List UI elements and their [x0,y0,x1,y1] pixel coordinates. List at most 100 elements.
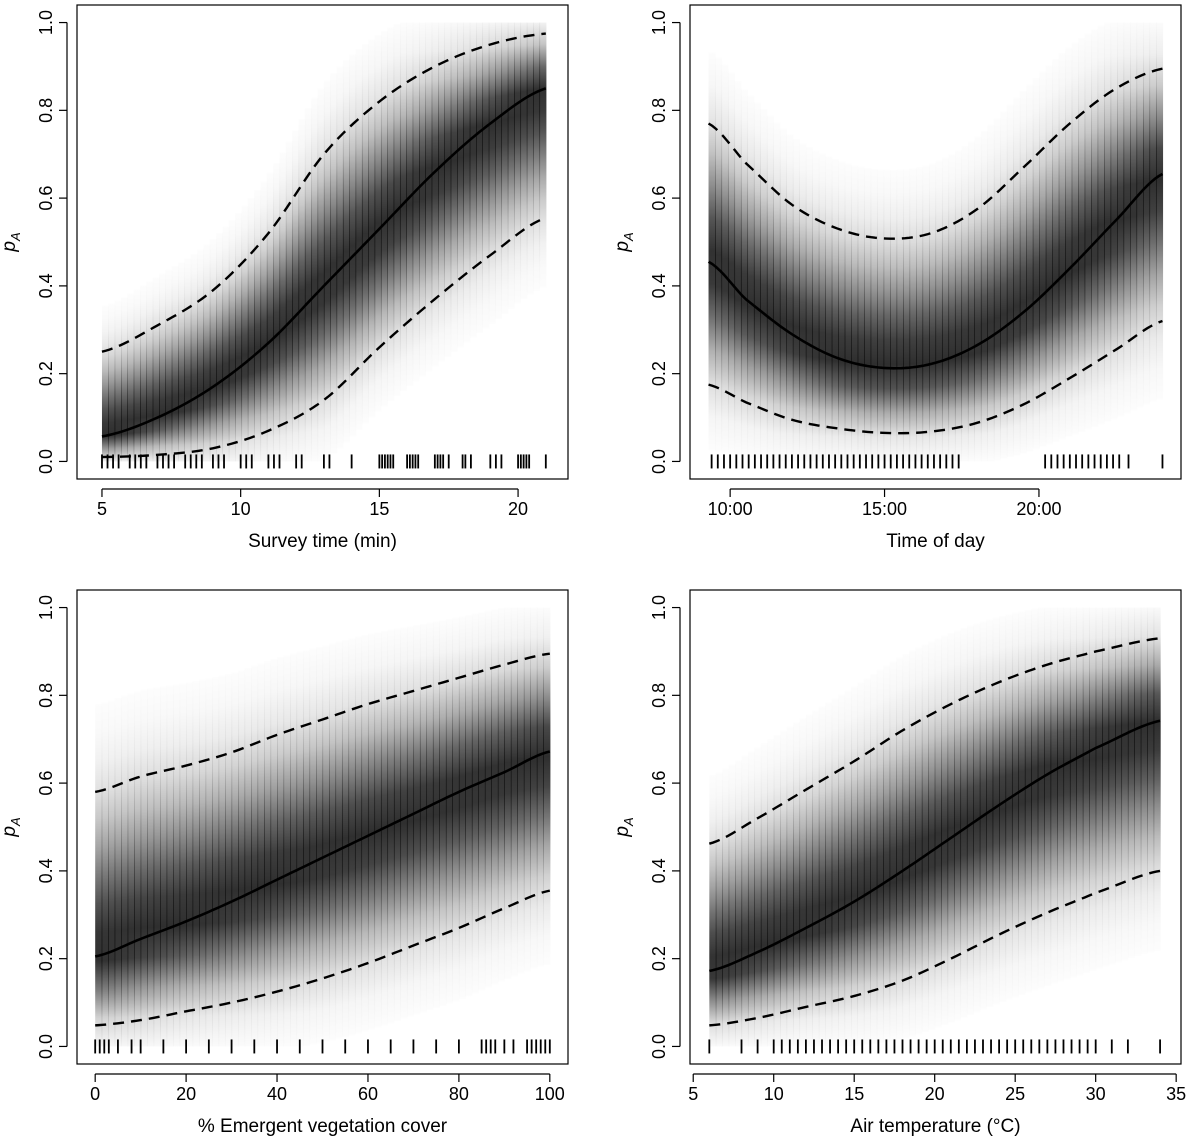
band-strip [1147,607,1155,953]
x-tick-label: 15 [844,1084,864,1104]
x-axis: 0 20 40 60 80 100 % Emergent vegetation cover [90,1073,565,1137]
band-strip [501,22,509,314]
band-strip [304,108,312,462]
band-strip [954,150,963,462]
band-strip [1050,607,1058,984]
y-tick-label: 0.0 [649,449,669,474]
band-strip [482,22,490,329]
band-strip [95,703,103,1047]
band-strip [1063,607,1071,980]
band-strip [877,169,885,462]
band-strip [812,150,820,462]
x-axis: 5 10 15 20 25 30 35 Air temperature (°C) [688,1073,1186,1137]
lower-ci-line [708,319,1163,435]
band-strip [212,677,220,1047]
band-strip [760,743,768,1047]
band-strip [903,169,911,462]
band-strip [1026,84,1034,452]
band-strip [928,641,936,1030]
x-tick-label: 20 [176,1084,196,1104]
density-band [95,607,551,1047]
y-axis: 0.0 0.2 0.4 0.6 0.8 1.0 pA [612,10,681,474]
band-strip [1011,612,1020,998]
band-strip [463,22,471,343]
band-strip [322,645,330,1042]
band-strip [296,651,304,1047]
band-strip [1052,59,1060,442]
band-strip [902,654,910,1039]
band-strip [197,249,205,462]
band-strip [298,118,306,462]
band-strip [134,691,142,1047]
y-axis-label: pA [0,232,23,252]
band-strip [999,616,1007,1003]
band-strip [1032,78,1040,450]
x-tick-label: 80 [449,1084,469,1104]
x-tick-label: 10:00 [708,499,753,519]
band-strip [497,608,505,982]
band-strip [857,682,865,1046]
band-strip [987,124,995,462]
x-axis: 5 10 15 20 Survey time (min) [97,488,528,552]
band-strip [960,628,968,1018]
band-strip [754,747,762,1047]
x-tick-label: 5 [688,1084,698,1104]
band-strip [1084,33,1092,430]
band-strip [1127,607,1135,959]
band-strip [205,678,213,1047]
rug [710,454,1164,469]
band-strip [190,254,198,462]
band-strip [1069,607,1077,978]
mean-line [709,719,1161,973]
band-strip [152,277,160,462]
band-strip [317,88,325,462]
band-strip [1018,611,1026,995]
band-strip [1143,22,1151,405]
band-strip [140,689,148,1047]
band-strip [1089,607,1097,971]
band-strip [1039,71,1047,447]
band-strip [1117,22,1125,417]
y-tick-label: 0.8 [649,683,669,708]
x-tick-label: 15:00 [862,499,907,519]
x-tick-label: 20:00 [1016,499,1061,519]
band-strip [1005,614,1013,1000]
band-strip [896,169,904,462]
band-strip [361,634,369,1032]
band-strip [450,22,458,353]
band-strip [1037,607,1045,989]
band-strip [935,160,943,462]
band-strip [445,619,453,1004]
band-strip [773,122,781,462]
band-strip [786,134,794,462]
x-tick-label: 30 [1086,1084,1106,1104]
band-strip [292,130,300,462]
band-strip [793,722,801,1047]
band-strip [309,648,317,1045]
band-strip [1097,25,1105,425]
band-strip [1123,22,1131,414]
band-strip [133,289,141,462]
band-strip [890,169,898,462]
band-strip [831,158,839,462]
band-strip [773,734,781,1047]
band-strip [277,657,285,1047]
band-strip [1000,111,1008,459]
band-strip [530,607,538,969]
band-strip [857,166,865,462]
band-strip [767,739,775,1047]
plot-frame [689,589,1182,1065]
band-strip [941,157,950,462]
y-tick-label: 0.6 [649,186,669,211]
y-axis: 0.0 0.2 0.4 0.6 0.8 1.0 pA [0,595,68,1059]
band-strip [173,684,181,1047]
band-strip [986,619,994,1008]
band-strip [341,639,350,1037]
band-strip [266,172,274,462]
band-strip [120,297,128,462]
mean-line [707,172,1164,370]
band-strip [536,607,544,967]
x-tick-label: 0 [90,1084,100,1104]
